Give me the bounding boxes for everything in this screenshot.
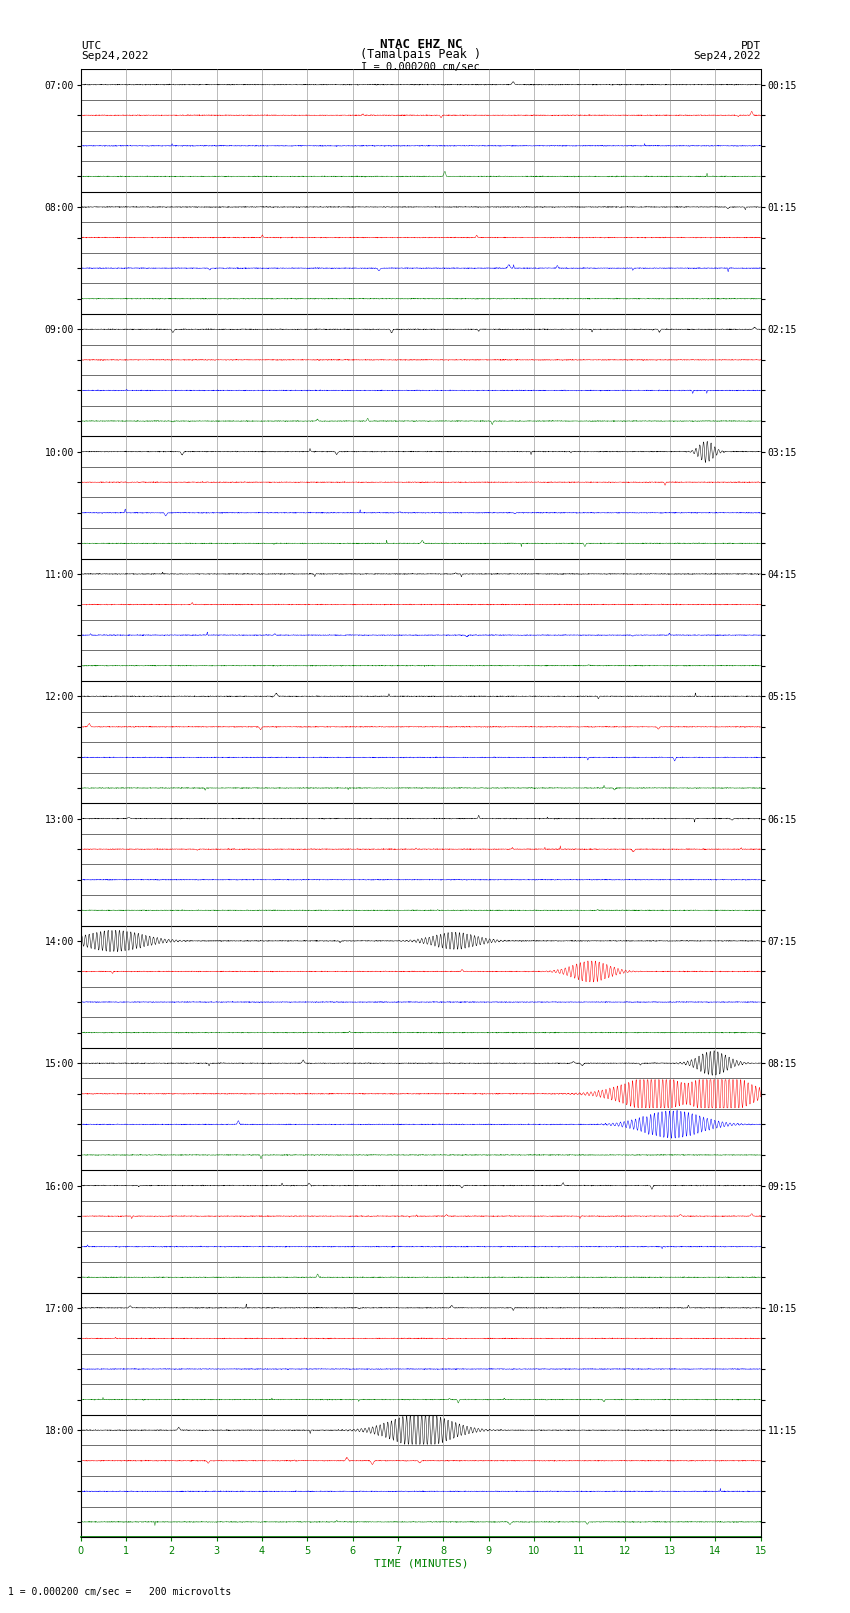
- Text: PDT: PDT: [740, 40, 761, 50]
- Text: UTC: UTC: [81, 40, 101, 50]
- Text: I = 0.000200 cm/sec: I = 0.000200 cm/sec: [361, 61, 480, 71]
- Text: 1 = 0.000200 cm/sec =   200 microvolts: 1 = 0.000200 cm/sec = 200 microvolts: [8, 1587, 232, 1597]
- Text: (Tamalpais Peak ): (Tamalpais Peak ): [360, 48, 481, 61]
- Text: Sep24,2022: Sep24,2022: [81, 52, 148, 61]
- X-axis label: TIME (MINUTES): TIME (MINUTES): [373, 1560, 468, 1569]
- Text: Sep24,2022: Sep24,2022: [694, 52, 761, 61]
- Text: NTAC EHZ NC: NTAC EHZ NC: [379, 37, 462, 50]
